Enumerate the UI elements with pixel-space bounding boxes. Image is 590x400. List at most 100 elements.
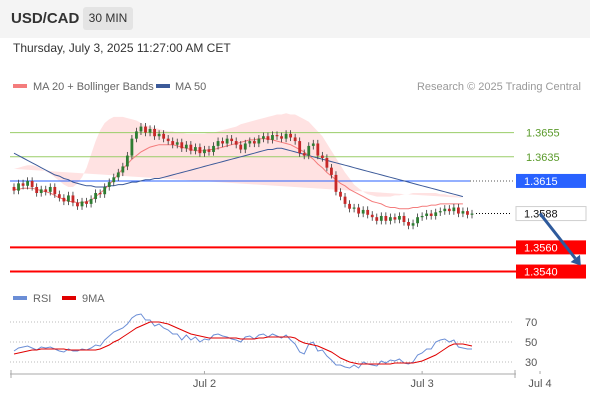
- candle-body: [470, 213, 474, 215]
- candle-body: [429, 213, 433, 216]
- legend-9ma-swatch: [62, 296, 76, 300]
- candle-body: [112, 177, 116, 183]
- candle-body: [216, 141, 220, 146]
- candle-body: [330, 167, 333, 175]
- candle-body: [193, 147, 197, 151]
- candle-body: [357, 207, 361, 214]
- level-label-1-3540: 1.3540: [524, 267, 558, 279]
- candle-body: [461, 211, 465, 214]
- candle-body: [280, 136, 283, 139]
- candle-body: [121, 166, 125, 173]
- candle-body: [221, 141, 224, 144]
- timeframe-button[interactable]: 30 MIN: [83, 7, 133, 30]
- candle-body: [298, 141, 302, 154]
- candle-body: [57, 194, 61, 198]
- candle-body: [153, 128, 156, 137]
- candle-body: [320, 155, 324, 158]
- candle-body: [311, 143, 315, 146]
- rsi-tick-50: 50: [525, 337, 537, 349]
- candle-body: [39, 189, 43, 194]
- candle-body: [425, 213, 429, 216]
- candle-body: [407, 222, 410, 226]
- last-price-tag: [515, 206, 587, 222]
- candle-body: [388, 217, 392, 221]
- candle-body: [125, 155, 129, 167]
- candle-body: [361, 209, 365, 214]
- legend-ma20-swatch: [13, 84, 27, 88]
- candle-body: [139, 126, 143, 132]
- candle-body: [21, 183, 25, 186]
- candle-body: [302, 153, 306, 156]
- candle-body: [325, 157, 329, 168]
- candle-body: [48, 186, 52, 192]
- candle-body: [94, 193, 98, 200]
- candle-body: [116, 172, 120, 178]
- legend-rsi-swatch: [13, 296, 27, 300]
- candle-body: [30, 180, 34, 187]
- candle-body: [284, 133, 288, 139]
- legend-9ma-label: 9MA: [82, 293, 105, 305]
- candle-body: [366, 209, 370, 215]
- legend-rsi-label: RSI: [33, 293, 51, 305]
- candle-body: [375, 217, 379, 221]
- legend-ma50-swatch: [156, 84, 170, 88]
- candle-body: [456, 207, 460, 214]
- candle-body: [334, 174, 338, 192]
- candle-body: [252, 141, 256, 144]
- candle-body: [466, 211, 469, 215]
- candle-body: [184, 144, 188, 149]
- candle-body: [379, 215, 383, 221]
- candle-body: [98, 193, 102, 195]
- candle-body: [289, 133, 293, 138]
- candle-body: [148, 128, 152, 133]
- candle-body: [198, 147, 202, 154]
- candle-body: [144, 126, 147, 133]
- candle-body: [266, 136, 270, 140]
- candle-body: [443, 208, 447, 212]
- candle-body: [80, 201, 84, 207]
- candle-body: [44, 189, 48, 192]
- candle-body: [171, 141, 175, 145]
- candle-body: [76, 202, 79, 207]
- x-tick-label-jul-2: Jul 2: [193, 378, 216, 390]
- candle-body: [62, 197, 66, 202]
- candle-body: [398, 215, 401, 220]
- candle-body: [343, 196, 347, 204]
- datetime-label: Thursday, July 3, 2025 11:27:00 AM CET: [13, 41, 231, 55]
- level-label-1-3615: 1.3615: [524, 176, 558, 188]
- candle-body: [416, 217, 419, 224]
- candle-body: [271, 135, 274, 140]
- candle-body: [162, 133, 166, 139]
- level-label-1-3560: 1.3560: [524, 242, 558, 254]
- forecast-arrow-shaft: [538, 212, 577, 260]
- candle-body: [243, 143, 247, 150]
- candle-body: [307, 145, 311, 156]
- candle-body: [370, 214, 374, 218]
- bollinger-band: [14, 113, 463, 198]
- candle-body: [212, 145, 215, 152]
- candle-body: [447, 208, 451, 212]
- candle-body: [348, 203, 351, 209]
- candle-body: [293, 137, 297, 142]
- candle-body: [225, 138, 229, 144]
- candle-body: [35, 186, 39, 194]
- level-tag-1-3615: [516, 173, 586, 188]
- candle-body: [384, 215, 388, 221]
- level-label-1-3655: 1.3655: [526, 128, 560, 140]
- candle-body: [53, 186, 57, 195]
- candle-body: [452, 207, 456, 212]
- candle-body: [12, 186, 16, 191]
- rsi-tick-70: 70: [525, 317, 537, 329]
- candle-body: [130, 138, 134, 156]
- candle-body: [230, 138, 234, 142]
- candle-body: [248, 141, 252, 144]
- x-tick-label-jul-3: Jul 3: [410, 378, 433, 390]
- header-bar: USD/CAD 30 MIN: [0, 0, 590, 38]
- candle-body: [352, 207, 356, 209]
- rsi-tick-30: 30: [525, 357, 537, 369]
- candle-body: [71, 195, 75, 203]
- level-tag-1-3540: [516, 264, 586, 279]
- candle-body: [166, 138, 170, 142]
- candle-body: [107, 182, 111, 187]
